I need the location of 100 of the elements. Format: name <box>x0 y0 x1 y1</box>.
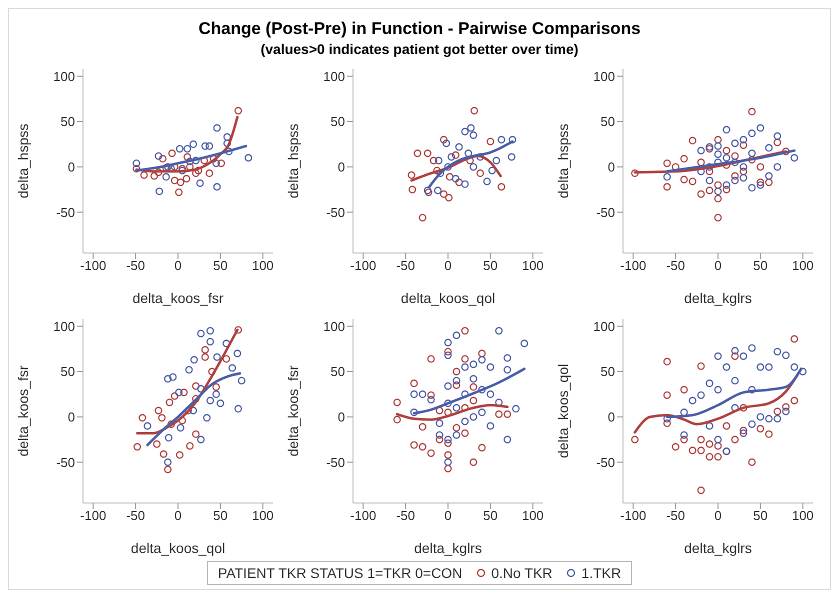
point <box>494 410 502 418</box>
point <box>444 451 452 459</box>
point <box>739 141 747 149</box>
point <box>140 171 148 179</box>
point <box>426 355 434 363</box>
point <box>234 326 242 334</box>
point <box>452 376 460 384</box>
point <box>442 140 450 148</box>
point <box>512 404 520 413</box>
point <box>444 351 452 360</box>
point <box>444 399 452 408</box>
y-tick-label: 0 <box>607 160 614 175</box>
y-tick-label: 50 <box>330 364 344 380</box>
point <box>184 366 192 374</box>
point <box>773 348 781 356</box>
point <box>696 391 704 399</box>
point <box>739 429 747 438</box>
point <box>782 351 790 360</box>
point <box>174 188 182 196</box>
point <box>452 424 460 432</box>
y-tick-label: 100 <box>592 318 614 334</box>
point <box>476 169 484 178</box>
x-tick-label: -100 <box>80 508 106 524</box>
point <box>722 363 730 371</box>
point <box>722 154 730 162</box>
point <box>410 441 418 449</box>
point <box>426 396 434 404</box>
point <box>782 403 790 411</box>
point <box>170 176 178 184</box>
y-tick-label: 50 <box>60 364 74 380</box>
y-tick-label: -50 <box>56 454 74 470</box>
point <box>460 326 468 335</box>
point <box>392 398 400 406</box>
point <box>630 436 638 444</box>
point <box>705 380 713 388</box>
point <box>205 169 213 178</box>
point <box>435 406 443 414</box>
point <box>730 352 738 360</box>
point <box>730 404 738 412</box>
point <box>460 180 468 188</box>
point <box>705 452 713 461</box>
point <box>662 159 670 168</box>
point <box>680 436 688 444</box>
point <box>748 108 756 116</box>
point <box>696 146 704 154</box>
point <box>696 436 704 444</box>
point <box>748 386 756 394</box>
x-tick-label: 100 <box>791 258 814 274</box>
point <box>469 360 477 368</box>
point <box>418 443 426 451</box>
point <box>132 159 140 168</box>
point <box>212 390 220 398</box>
point <box>164 458 172 466</box>
point <box>452 404 460 412</box>
point <box>730 346 738 355</box>
x-tick-label: -100 <box>80 258 106 274</box>
y-tick-label: -50 <box>326 454 344 470</box>
point <box>508 136 516 144</box>
point <box>688 396 696 404</box>
point <box>222 340 230 348</box>
point <box>175 144 183 153</box>
point <box>520 340 528 348</box>
point <box>418 423 426 431</box>
point <box>194 166 202 174</box>
y-tick-label: 100 <box>592 68 614 84</box>
point <box>154 168 162 176</box>
x-tick-label: 50 <box>212 258 228 274</box>
point <box>798 368 806 376</box>
point <box>186 158 194 166</box>
point <box>730 158 738 166</box>
point <box>234 404 242 413</box>
y-axis-title: delta_koos_fsr <box>284 365 300 457</box>
point <box>739 163 747 171</box>
point <box>432 166 440 174</box>
point <box>478 444 486 452</box>
point <box>212 383 220 391</box>
x-tick-label: -100 <box>620 508 646 524</box>
point <box>413 149 421 158</box>
point <box>237 376 245 384</box>
point <box>196 179 204 188</box>
point <box>722 181 730 189</box>
y-tick-label: 100 <box>52 318 74 334</box>
point <box>418 214 426 222</box>
point <box>748 344 756 352</box>
point <box>222 133 230 141</box>
point <box>790 396 798 404</box>
point <box>790 335 798 343</box>
point <box>196 330 204 338</box>
point <box>200 346 208 354</box>
point <box>164 466 172 474</box>
point <box>714 352 722 360</box>
point <box>464 149 472 158</box>
point <box>696 486 704 494</box>
point <box>773 132 781 140</box>
point <box>696 362 704 370</box>
point <box>764 144 772 152</box>
legend-title: PATIENT TKR STATUS 1=TKR 0=CON <box>218 565 462 581</box>
point <box>705 186 713 194</box>
point <box>764 430 772 438</box>
point <box>764 178 772 186</box>
